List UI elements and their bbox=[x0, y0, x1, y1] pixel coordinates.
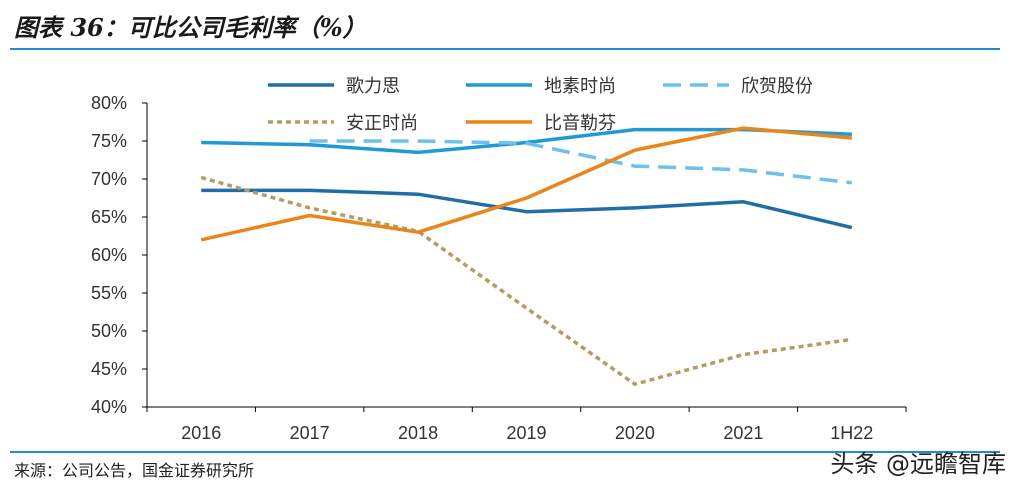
y-tick-label: 65% bbox=[91, 207, 127, 227]
x-tick-label: 2016 bbox=[181, 423, 221, 443]
y-axis: 80% 75% 70% 65% 60% 55% 50% 45% 40% bbox=[91, 93, 148, 417]
y-tick-label: 70% bbox=[91, 169, 127, 189]
series-lines bbox=[200, 126, 853, 386]
y-tick-label: 75% bbox=[91, 131, 127, 151]
x-tick-label: 2017 bbox=[290, 423, 330, 443]
x-tick-label: 2019 bbox=[506, 423, 546, 443]
y-tick-label: 45% bbox=[91, 359, 127, 379]
series-line-2 bbox=[201, 127, 852, 155]
y-tick-label: 55% bbox=[91, 283, 127, 303]
watermark: 头条 @远瞻智库 bbox=[830, 450, 1006, 478]
y-tick-label: 40% bbox=[91, 397, 127, 417]
x-axis: 2016 2017 2018 2019 2020 2021 1H22 bbox=[146, 406, 907, 443]
source-note: 来源：公司公告，国金证券研究所 bbox=[14, 461, 255, 480]
y-tick-label: 60% bbox=[91, 245, 127, 265]
legend-label: 地素时尚 bbox=[544, 76, 616, 96]
series-line-1 bbox=[201, 188, 853, 230]
legend-label: 安正时尚 bbox=[346, 113, 418, 133]
x-tick-label: 1H22 bbox=[830, 423, 873, 443]
x-tick-label: 2018 bbox=[398, 423, 438, 443]
chart-title: 图表 36：可比公司毛利率（%） bbox=[14, 13, 367, 42]
y-tick-label: 50% bbox=[91, 321, 127, 341]
x-tick-label: 2020 bbox=[615, 423, 655, 443]
series-line-5 bbox=[200, 126, 852, 242]
top-rule bbox=[10, 48, 1000, 50]
x-tick-label: 2021 bbox=[723, 423, 763, 443]
y-tick-label: 80% bbox=[91, 93, 127, 113]
series-line-4 bbox=[200, 175, 853, 386]
series-line-3 bbox=[309, 139, 853, 185]
legend-label: 比音勒芬 bbox=[544, 113, 616, 133]
legend-label: 歌力思 bbox=[346, 76, 400, 96]
legend-label: 欣贺股份 bbox=[741, 76, 813, 96]
bottom-rule bbox=[10, 451, 1000, 453]
